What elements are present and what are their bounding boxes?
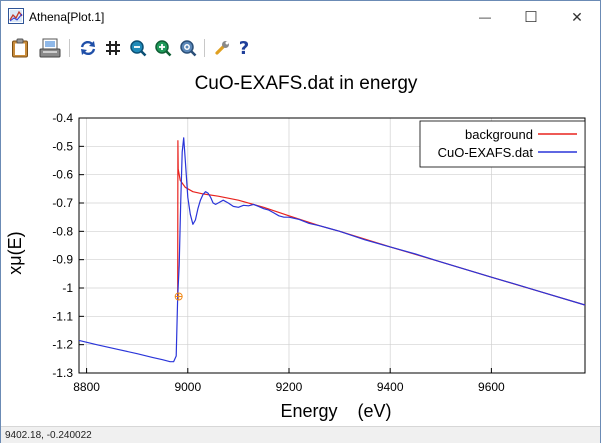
y-tick-label: -1.1 [52,309,73,323]
legend-box [419,120,586,168]
y-tick-label: -0.9 [52,253,73,267]
x-tick-label: 8800 [73,380,100,394]
app-icon [8,8,24,24]
chart-title: CuO-EXAFS.dat in energy [195,73,418,94]
title-bar[interactable]: Athena[Plot.1] — ☐ ✕ [1,1,600,33]
plot-area[interactable]: CuO-EXAFS.dat in energy 8800 9000 9200 9400… [1,67,600,425]
y-tick-label: -1.3 [52,366,73,380]
clipboard-button[interactable] [9,37,31,59]
x-tick-label: 9000 [174,380,201,394]
help-button[interactable]: ? [233,37,255,59]
minimize-icon: — [479,10,491,24]
zoom-out-button[interactable] [152,37,174,59]
axes-frame [78,117,586,374]
x-tick-label: 9600 [478,380,505,394]
toolbar-separator [69,39,70,57]
close-button[interactable]: ✕ [554,1,600,33]
grid-toggle-button[interactable] [102,37,124,59]
maximize-button[interactable]: ☐ [508,1,554,33]
maximize-icon: ☐ [524,9,538,26]
cursor-coordinates: 9402.18, -0.240022 [5,430,92,441]
window-title: Athena[Plot.1] [29,10,105,24]
toolbar: ? [1,33,600,63]
x-tick-label: 9400 [377,380,404,394]
zoom-reset-button[interactable] [177,37,199,59]
grid-lines [79,118,585,373]
zoom-in-icon [130,40,147,57]
help-icon: ? [238,37,250,59]
y-axis-label: xμ(E) [5,231,25,274]
status-bar: 9402.18, -0.240022 [1,426,600,443]
zoom-out-icon [155,40,172,57]
series-line-data [78,137,586,363]
clipboard-icon [12,38,28,58]
save-plot-button[interactable] [39,37,61,59]
toolbar-separator [204,39,205,57]
y-tick-label: -0.7 [52,196,73,210]
legend: background CuO-EXAFS.dat [419,120,586,168]
zoom-reset-icon [180,40,197,57]
refresh-button[interactable] [77,37,99,59]
settings-wrench-icon [215,41,229,55]
y-tick-label: -1.2 [52,338,73,352]
close-icon: ✕ [571,8,583,25]
y-tick-label: -0.6 [52,168,73,182]
minimize-button[interactable]: — [462,1,508,33]
y-tick-label: -0.5 [52,139,73,153]
y-tick-label: -0.4 [52,111,73,125]
legend-label-data: CuO-EXAFS.dat [438,145,534,160]
x-tick-label: 9200 [276,380,303,394]
refresh-icon [80,40,96,56]
e0-marker [174,292,183,301]
series-layer [78,137,586,363]
save-plot-icon [39,38,61,58]
zoom-in-button[interactable] [127,37,149,59]
x-axis-label: Energy (eV) [280,401,391,421]
legend-label-background: background [465,127,533,142]
y-tick-label: -0.8 [52,224,73,238]
grid-icon [106,41,120,55]
axis-ticks: 8800 9000 9200 9400 9600 -0.4 -0.5 -0.6 -0.7 -0.8… [52,111,505,394]
settings-button[interactable] [211,37,233,59]
y-tick-label: -1 [62,281,73,295]
